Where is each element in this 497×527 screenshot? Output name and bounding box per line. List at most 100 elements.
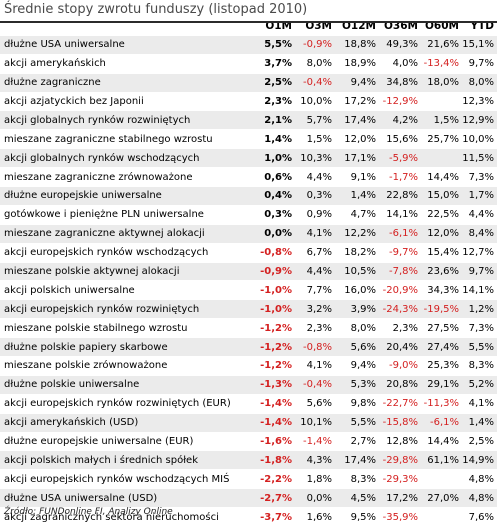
- value-o60m: 22,5%: [421, 205, 462, 225]
- value-o36m: 4,0%: [379, 54, 421, 74]
- fund-name: dłużne USA uniwersalne (USD): [0, 488, 248, 509]
- value-o3m: 8,0%: [295, 54, 335, 74]
- value-o3m: 4,4%: [295, 262, 335, 282]
- fund-name: dłużne europejskie uniwersalne: [0, 186, 248, 206]
- value-o36m: -22,7%: [379, 394, 421, 414]
- value-ytd: 9,7%: [462, 262, 497, 282]
- value-o12m: 18,9%: [335, 54, 379, 74]
- fund-name: dłużne USA uniwersalne: [0, 35, 248, 55]
- value-ytd: 12,7%: [462, 243, 497, 263]
- value-ytd: 2,5%: [462, 432, 497, 452]
- value-o12m: 17,1%: [335, 148, 379, 169]
- value-ytd: 5,2%: [462, 375, 497, 395]
- col-header-ytd: YTD: [470, 20, 494, 33]
- value-ytd: 1,4%: [462, 413, 497, 433]
- value-o12m: 9,4%: [335, 73, 379, 93]
- value-o60m: 12,0%: [421, 224, 462, 244]
- value-o60m: 14,4%: [421, 167, 462, 188]
- value-o36m: 4,2%: [379, 110, 421, 131]
- value-ytd: 15,1%: [462, 35, 497, 55]
- fund-name: mieszane polskie zrównoważone: [0, 356, 248, 376]
- value-o1m: 2,5%: [248, 73, 295, 93]
- fund-name: dłużne zagraniczne: [0, 73, 248, 93]
- value-o3m: 4,4%: [295, 167, 335, 188]
- value-o3m: 4,1%: [295, 224, 335, 244]
- value-o3m: 0,0%: [295, 488, 335, 509]
- value-o12m: 12,2%: [335, 224, 379, 244]
- value-o3m: 7,7%: [295, 280, 335, 301]
- value-o3m: -0,4%: [295, 375, 335, 395]
- source-note: Źródło: FUNDonline FI, Analizy Online: [4, 507, 173, 517]
- value-ytd: 9,7%: [462, 54, 497, 74]
- title-divider: [0, 21, 497, 23]
- value-o3m: -1,4%: [295, 432, 335, 452]
- value-o1m: 1,4%: [248, 129, 295, 150]
- value-o12m: 9,4%: [335, 356, 379, 376]
- value-o60m: -6,1%: [421, 413, 462, 433]
- value-ytd: 12,9%: [462, 110, 497, 131]
- fund-name: akcji europejskich rynków rozwiniętych: [0, 299, 248, 320]
- table-row: akcji amerykańskich 3,7% 8,0% 18,9% 4,0% -13,…: [0, 54, 497, 74]
- value-o12m: 4,7%: [335, 205, 379, 225]
- value-ytd: 7,3%: [462, 318, 497, 339]
- value-o3m: 10,3%: [295, 148, 335, 169]
- value-o60m: [421, 148, 462, 169]
- value-o60m: [421, 469, 462, 490]
- value-o60m: 27,0%: [421, 488, 462, 509]
- value-o60m: 34,3%: [421, 280, 462, 301]
- table-row: mieszane polskie stabilnego wzrostu -1,2%…: [0, 318, 497, 339]
- value-o60m: 15,4%: [421, 243, 462, 263]
- value-o3m: 1,6%: [295, 507, 335, 527]
- col-header-o1m: O1M: [265, 20, 292, 33]
- table-row: mieszane zagraniczne aktywnej alokacji 0,…: [0, 224, 497, 244]
- value-o12m: 17,4%: [335, 110, 379, 131]
- value-o36m: 15,6%: [379, 129, 421, 150]
- value-o36m: -15,8%: [379, 413, 421, 433]
- value-o3m: 1,8%: [295, 469, 335, 490]
- table-row: dłużne europejskie uniwersalne 0,4% 0,3% 1,…: [0, 186, 497, 206]
- value-ytd: 11,5%: [462, 148, 497, 169]
- table-row: akcji globalnych rynków rozwiniętych 2,1%…: [0, 110, 497, 131]
- value-o12m: 9,1%: [335, 167, 379, 188]
- value-o36m: -29,3%: [379, 469, 421, 490]
- value-o1m: -1,2%: [248, 318, 295, 339]
- value-o1m: 2,3%: [248, 92, 295, 112]
- value-o3m: 4,3%: [295, 450, 335, 471]
- value-o1m: 3,7%: [248, 54, 295, 74]
- value-o1m: 0,4%: [248, 186, 295, 206]
- value-o1m: -1,0%: [248, 299, 295, 320]
- value-o1m: -1,2%: [248, 337, 295, 358]
- value-o36m: 20,8%: [379, 375, 421, 395]
- value-o36m: 49,3%: [379, 35, 421, 55]
- fund-name: akcji polskich uniwersalne: [0, 280, 248, 301]
- value-o1m: 0,6%: [248, 167, 295, 188]
- table-body: dłużne USA uniwersalne 5,5% -0,9% 18,8% 49,3…: [0, 35, 497, 527]
- col-header-o36m: O36M: [384, 20, 418, 33]
- fund-name: dłużne europejskie uniwersalne (EUR): [0, 432, 248, 452]
- value-o3m: -0,8%: [295, 337, 335, 358]
- value-o3m: -0,9%: [295, 35, 335, 55]
- value-o12m: 16,0%: [335, 280, 379, 301]
- value-ytd: 8,0%: [462, 73, 497, 93]
- value-o12m: 2,7%: [335, 432, 379, 452]
- table-row: mieszane zagraniczne stabilnego wzrostu 1…: [0, 129, 497, 150]
- value-o1m: -2,2%: [248, 469, 295, 490]
- fund-name: akcji amerykańskich: [0, 54, 248, 74]
- value-o60m: 23,6%: [421, 262, 462, 282]
- fund-name: mieszane polskie aktywnej alokacji: [0, 262, 248, 282]
- value-o12m: 17,4%: [335, 450, 379, 471]
- value-o36m: 22,8%: [379, 186, 421, 206]
- value-o60m: 1,5%: [421, 110, 462, 131]
- value-o36m: -9,0%: [379, 356, 421, 376]
- value-ytd: 8,3%: [462, 356, 497, 376]
- value-o36m: -9,7%: [379, 243, 421, 263]
- value-o36m: -5,9%: [379, 148, 421, 169]
- table-row: dłużne zagraniczne 2,5% -0,4% 9,4% 34,8% 18,0…: [0, 73, 497, 93]
- table-row: akcji azjatyckich bez Japonii 2,3% 10,0% 17…: [0, 92, 497, 112]
- fund-name: akcji amerykańskich (USD): [0, 413, 248, 433]
- value-o60m: 25,3%: [421, 356, 462, 376]
- col-header-o60m: O60M: [425, 20, 459, 33]
- value-o3m: 10,1%: [295, 413, 335, 433]
- value-o1m: 2,1%: [248, 110, 295, 131]
